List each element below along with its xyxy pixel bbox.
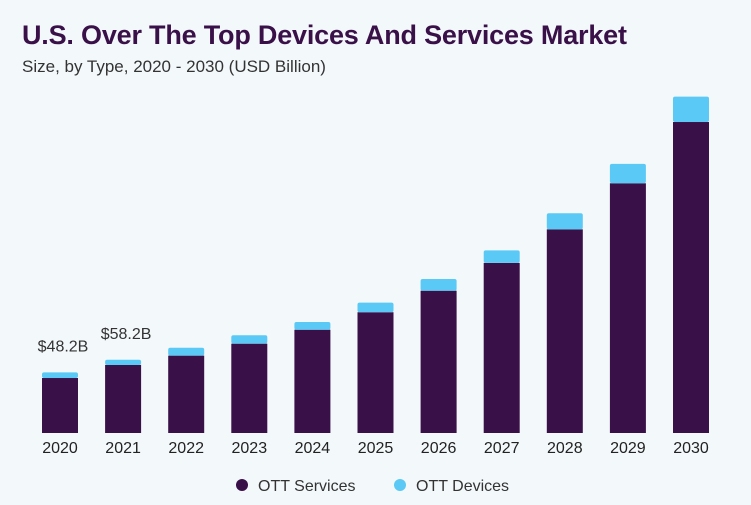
chart-subtitle: Size, by Type, 2020 - 2030 (USD Billion) [22,57,326,76]
legend-marker-0 [236,479,248,491]
legend: OTT Services OTT Devices [236,478,509,495]
bar-ott-devices-2023 [231,335,268,344]
x-tick-2029: 2029 [610,440,646,457]
x-tick-2023: 2023 [232,440,268,457]
bar-ott-services-2023 [231,343,268,433]
bar-ott-services-2028 [546,229,583,433]
bar-ott-services-2024 [294,329,331,433]
x-tick-2030: 2030 [673,440,709,457]
bar-ott-devices-2028 [546,213,583,230]
bar-ott-devices-2024 [294,322,331,330]
data-label-2021: $58.2B [101,326,152,343]
x-tick-2026: 2026 [421,440,457,457]
bar-ott-devices-2026 [420,279,457,291]
bar-ott-services-2030 [673,122,709,433]
x-tick-2020: 2020 [42,440,78,457]
bar-ott-devices-2021 [105,359,142,365]
bar-ott-services-2026 [420,290,457,433]
bar-ott-services-2029 [609,183,646,433]
bar-ott-services-2022 [168,355,205,433]
bar-ott-devices-2027 [483,250,520,263]
bar-ott-devices-2029 [609,163,646,184]
bar-ott-devices-2025 [357,302,394,313]
x-tick-2028: 2028 [547,440,583,457]
x-tick-2021: 2021 [105,440,141,457]
bar-ott-services-2021 [105,364,142,433]
legend-label-1: OTT Devices [416,478,509,495]
x-tick-2022: 2022 [168,440,204,457]
x-tick-2024: 2024 [295,440,331,457]
bar-ott-services-2025 [357,312,394,433]
chart-title: U.S. Over The Top Devices And Services M… [22,20,627,50]
bar-ott-devices-2030 [673,96,709,123]
bars-group [42,96,709,433]
legend-marker-1 [394,479,406,491]
legend-label-0: OTT Services [258,478,356,495]
data-label-2020: $48.2B [38,338,89,355]
data-labels: $48.2B $58.2B [38,326,152,356]
x-axis-ticks: 2020 2021 2022 2023 2024 2025 2026 2027 2028 2029… [42,440,709,457]
bar-ott-devices-2020 [42,372,78,379]
bar-ott-devices-2022 [168,347,205,356]
bar-ott-services-2020 [42,378,78,433]
x-tick-2025: 2025 [358,440,394,457]
x-tick-2027: 2027 [484,440,520,457]
bar-ott-services-2027 [483,262,520,433]
